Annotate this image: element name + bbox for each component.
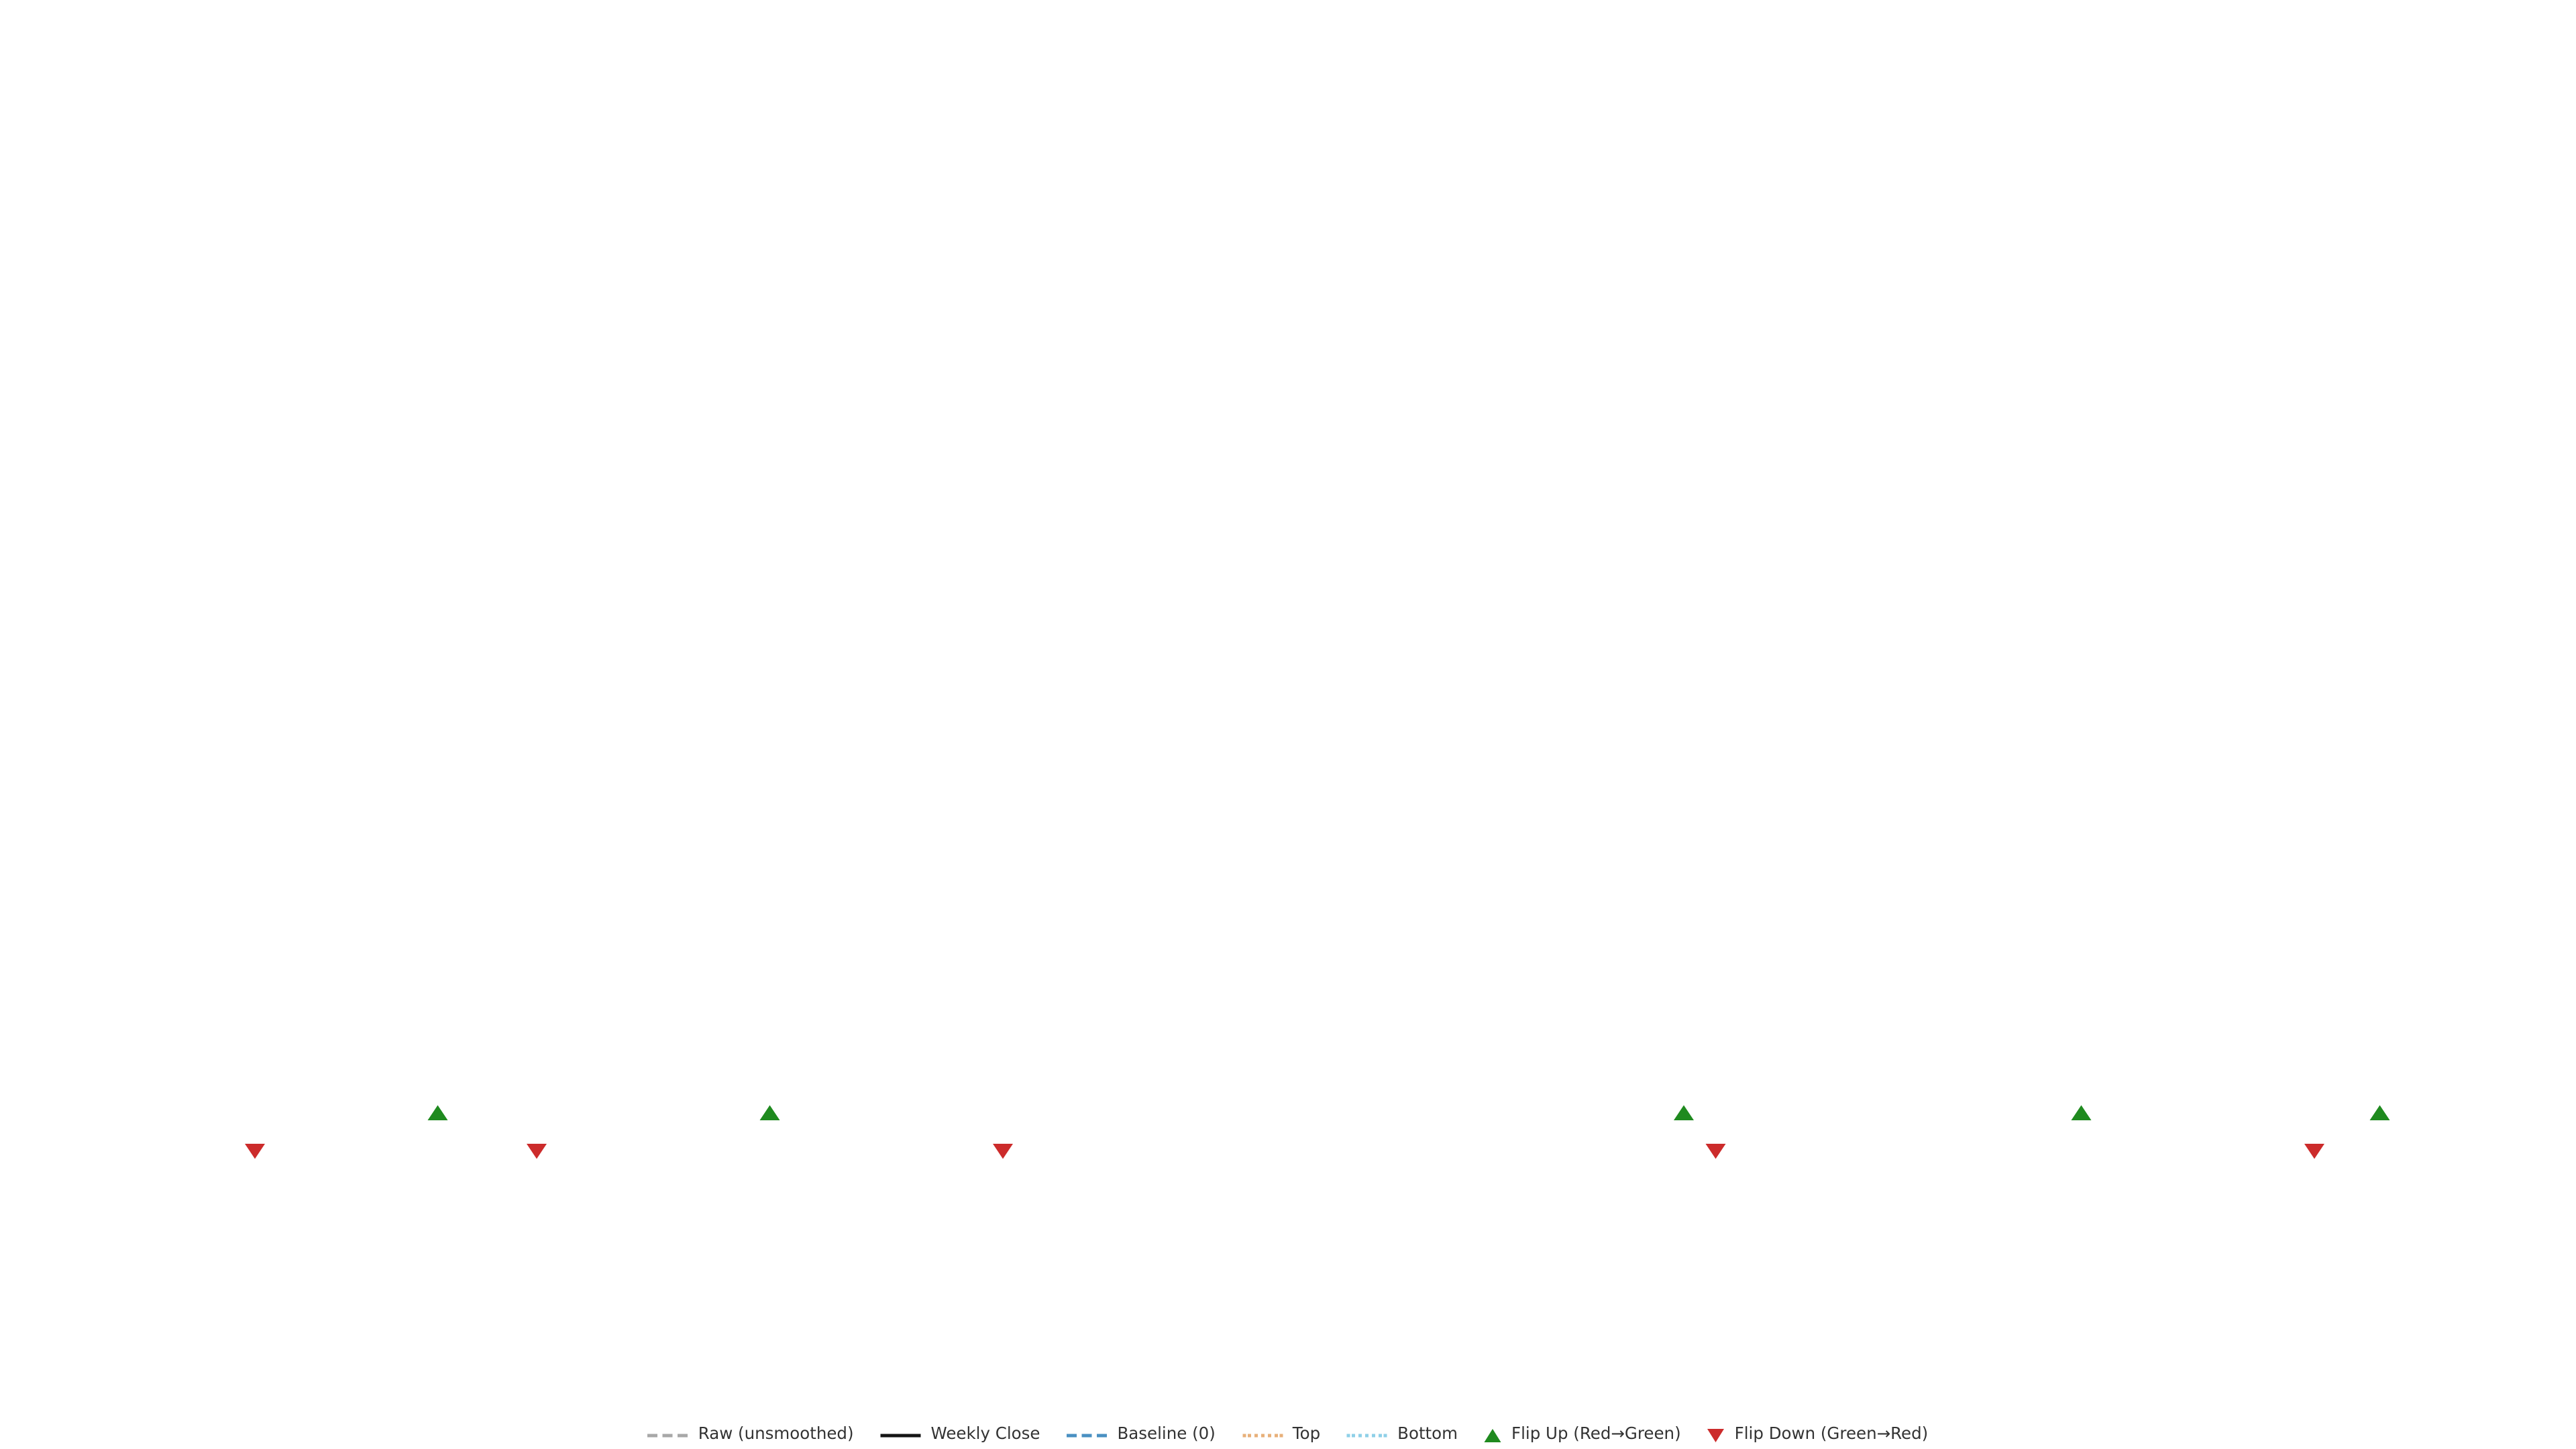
legend-item: Flip Down (Green→Red)	[1707, 1426, 1929, 1444]
legend-label: Top	[1292, 1426, 1321, 1444]
legend-item: Bottom	[1347, 1426, 1458, 1444]
legend-item: Raw (unsmoothed)	[647, 1426, 854, 1444]
flip-up-marker	[2370, 1105, 2391, 1120]
flip-down-marker	[1706, 1144, 1727, 1159]
legend-label: Raw (unsmoothed)	[698, 1426, 854, 1444]
legend-label: Baseline (0)	[1117, 1426, 1216, 1444]
legend-item: Flip Up (Red→Green)	[1485, 1426, 1681, 1444]
flip-down-marker	[2304, 1144, 2324, 1159]
flip-up-triangle-icon	[1485, 1428, 1502, 1442]
legend-item: Weekly Close	[880, 1426, 1040, 1444]
legend-line-sample	[647, 1433, 688, 1437]
legend-line-sample	[880, 1433, 921, 1437]
legend-label: Bottom	[1397, 1426, 1458, 1444]
flip-up-marker	[1672, 1105, 1693, 1120]
flip-down-marker	[244, 1144, 265, 1159]
legend-item: Top	[1242, 1426, 1320, 1444]
legend-line-sample	[1347, 1433, 1388, 1437]
flip-up-marker	[427, 1105, 448, 1120]
legend-line-sample	[1242, 1433, 1283, 1437]
legend-label: Flip Up (Red→Green)	[1511, 1426, 1681, 1444]
legend: Raw (unsmoothed) Weekly Close Baseline (0)…	[0, 1426, 2576, 1444]
flip-up-marker	[2071, 1105, 2092, 1120]
legend-line-sample	[1067, 1433, 1108, 1437]
flip-up-marker	[759, 1105, 780, 1120]
flip-down-triangle-icon	[1707, 1428, 1725, 1442]
legend-label: Flip Down (Green→Red)	[1734, 1426, 1929, 1444]
legend-label: Weekly Close	[930, 1426, 1040, 1444]
flip-down-marker	[991, 1144, 1012, 1159]
legend-item: Baseline (0)	[1067, 1426, 1216, 1444]
flip-down-marker	[527, 1144, 547, 1159]
